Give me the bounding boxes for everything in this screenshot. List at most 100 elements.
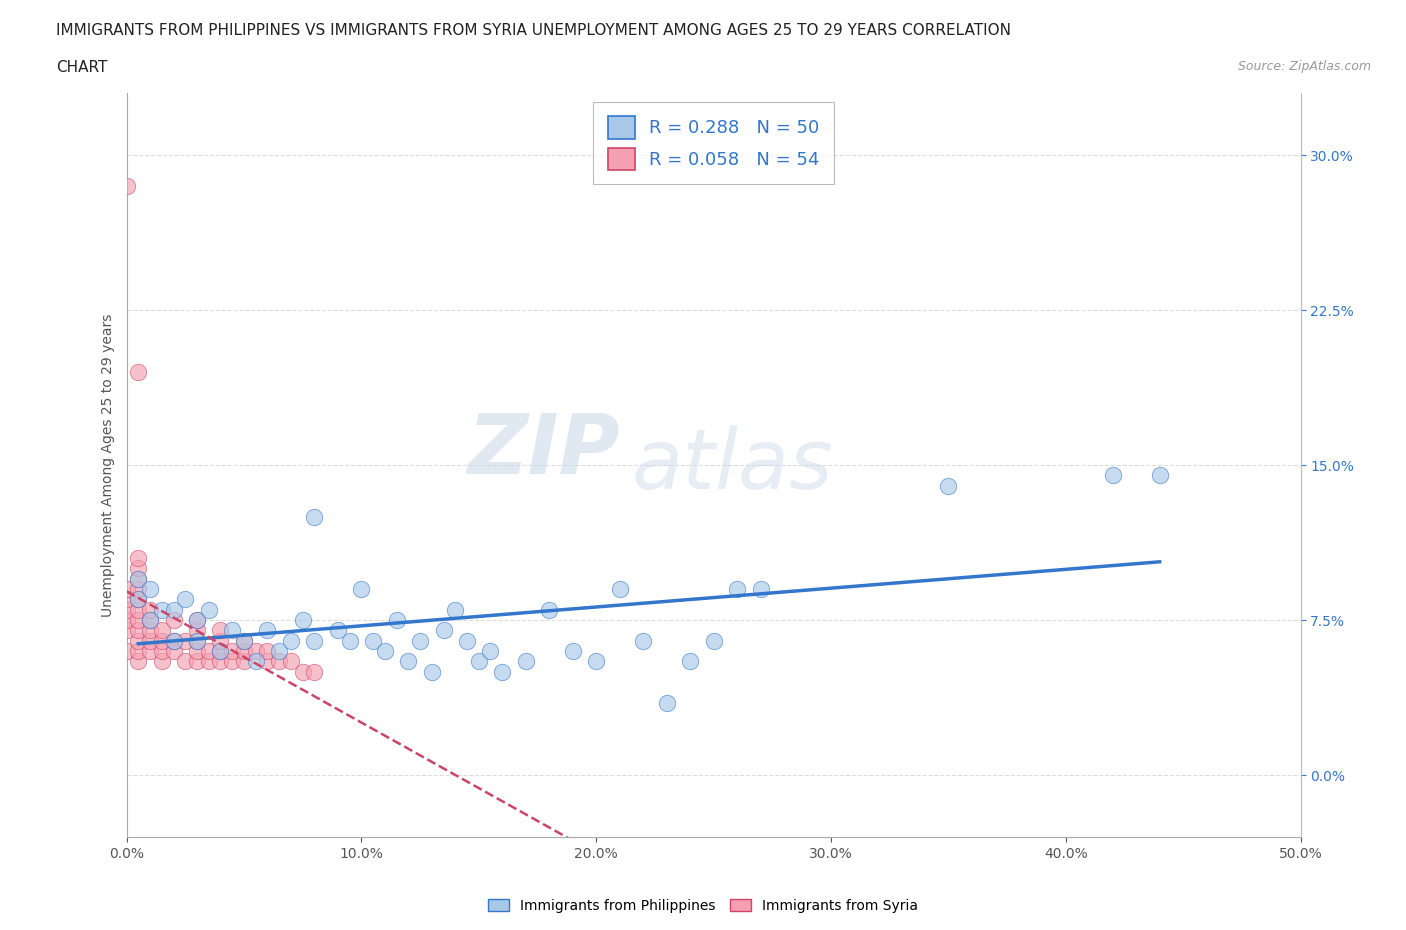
Point bbox=[150, 654, 173, 669]
Point bbox=[256, 654, 278, 669]
Point bbox=[127, 603, 149, 618]
Point bbox=[420, 664, 443, 679]
Point bbox=[150, 644, 173, 658]
Legend: Immigrants from Philippines, Immigrants from Syria: Immigrants from Philippines, Immigrants … bbox=[482, 894, 924, 919]
Point bbox=[139, 644, 162, 658]
Point bbox=[162, 603, 184, 618]
Point bbox=[139, 623, 162, 638]
Point bbox=[515, 654, 537, 669]
Point bbox=[174, 591, 197, 606]
Point bbox=[209, 623, 232, 638]
Point bbox=[245, 654, 267, 669]
Point bbox=[127, 571, 149, 586]
Point bbox=[269, 644, 291, 658]
Point bbox=[139, 581, 162, 596]
Point bbox=[186, 654, 208, 669]
Point bbox=[456, 633, 478, 648]
Point bbox=[127, 591, 149, 606]
Point bbox=[304, 664, 326, 679]
Text: IMMIGRANTS FROM PHILIPPINES VS IMMIGRANTS FROM SYRIA UNEMPLOYMENT AMONG AGES 25 : IMMIGRANTS FROM PHILIPPINES VS IMMIGRANT… bbox=[56, 23, 1011, 38]
Point bbox=[304, 633, 326, 648]
Point bbox=[115, 623, 138, 638]
Point bbox=[479, 644, 502, 658]
Point bbox=[936, 478, 959, 493]
Point bbox=[127, 623, 149, 638]
Point bbox=[702, 633, 725, 648]
Point bbox=[374, 644, 396, 658]
Point bbox=[127, 365, 149, 379]
Point bbox=[139, 613, 162, 628]
Point bbox=[186, 613, 208, 628]
Point bbox=[221, 623, 243, 638]
Point bbox=[269, 654, 291, 669]
Point bbox=[197, 654, 219, 669]
Point bbox=[432, 623, 454, 638]
Legend: R = 0.288   N = 50, R = 0.058   N = 54: R = 0.288 N = 50, R = 0.058 N = 54 bbox=[593, 102, 834, 184]
Point bbox=[280, 633, 302, 648]
Point bbox=[631, 633, 654, 648]
Point bbox=[197, 644, 219, 658]
Point bbox=[385, 613, 408, 628]
Point bbox=[162, 644, 184, 658]
Point bbox=[467, 654, 489, 669]
Point bbox=[538, 603, 561, 618]
Point bbox=[162, 613, 184, 628]
Point bbox=[174, 633, 197, 648]
Point bbox=[139, 603, 162, 618]
Point bbox=[679, 654, 702, 669]
Point bbox=[749, 581, 772, 596]
Point bbox=[444, 603, 467, 618]
Point bbox=[186, 623, 208, 638]
Point bbox=[186, 633, 208, 648]
Text: Source: ZipAtlas.com: Source: ZipAtlas.com bbox=[1237, 60, 1371, 73]
Point bbox=[655, 696, 678, 711]
Point bbox=[233, 633, 256, 648]
Point bbox=[127, 581, 149, 596]
Point bbox=[162, 633, 184, 648]
Point bbox=[304, 510, 326, 525]
Point bbox=[115, 603, 138, 618]
Point bbox=[139, 613, 162, 628]
Point bbox=[150, 633, 173, 648]
Point bbox=[280, 654, 302, 669]
Point bbox=[115, 644, 138, 658]
Point bbox=[209, 644, 232, 658]
Point bbox=[127, 561, 149, 576]
Point bbox=[350, 581, 373, 596]
Point bbox=[197, 603, 219, 618]
Point bbox=[162, 633, 184, 648]
Point bbox=[127, 644, 149, 658]
Point bbox=[127, 633, 149, 648]
Point bbox=[115, 179, 138, 193]
Point bbox=[725, 581, 748, 596]
Point bbox=[585, 654, 607, 669]
Point bbox=[186, 633, 208, 648]
Point bbox=[115, 581, 138, 596]
Point bbox=[409, 633, 432, 648]
Point bbox=[1149, 468, 1171, 483]
Point bbox=[245, 644, 267, 658]
Point bbox=[561, 644, 583, 658]
Point bbox=[209, 633, 232, 648]
Point bbox=[209, 654, 232, 669]
Point bbox=[491, 664, 513, 679]
Point bbox=[256, 644, 278, 658]
Point bbox=[209, 644, 232, 658]
Point bbox=[221, 644, 243, 658]
Point bbox=[326, 623, 349, 638]
Point bbox=[174, 654, 197, 669]
Point bbox=[291, 613, 314, 628]
Text: atlas: atlas bbox=[631, 424, 832, 506]
Point bbox=[115, 613, 138, 628]
Y-axis label: Unemployment Among Ages 25 to 29 years: Unemployment Among Ages 25 to 29 years bbox=[101, 313, 115, 617]
Point bbox=[186, 613, 208, 628]
Point bbox=[339, 633, 361, 648]
Text: ZIP: ZIP bbox=[467, 409, 620, 491]
Point bbox=[1101, 468, 1123, 483]
Point bbox=[233, 633, 256, 648]
Point bbox=[256, 623, 278, 638]
Point bbox=[150, 623, 173, 638]
Point bbox=[291, 664, 314, 679]
Point bbox=[127, 654, 149, 669]
Point bbox=[221, 654, 243, 669]
